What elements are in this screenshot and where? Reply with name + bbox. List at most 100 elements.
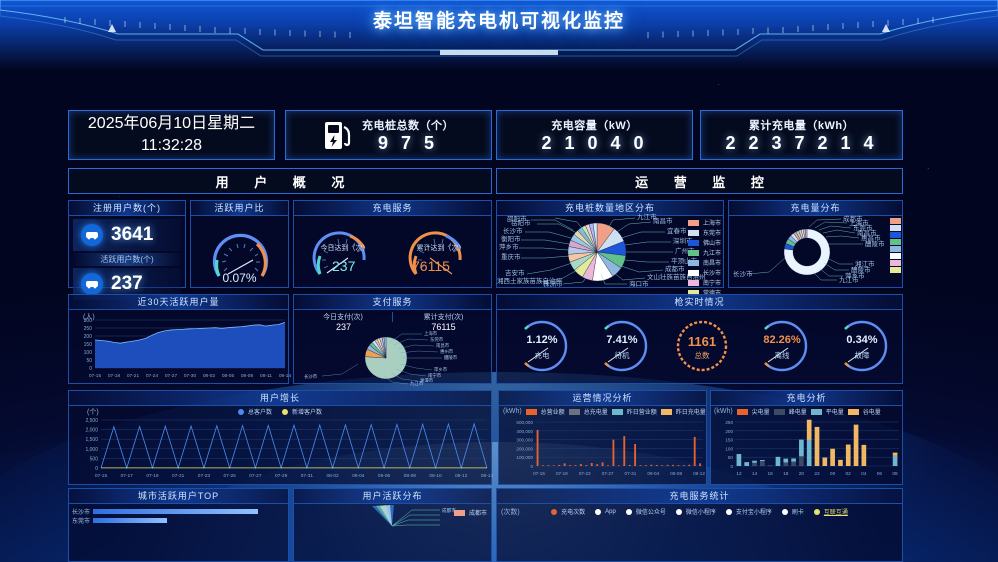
svg-text:南昌市: 南昌市 [857,228,877,237]
svg-text:08-12: 08-12 [693,471,705,476]
callout-label: 成都市 [442,507,456,514]
user-active-dist-chart: 成都市 [372,505,456,527]
svg-text:07-21: 07-21 [172,473,185,479]
svg-text:150: 150 [84,342,93,348]
panel-energy-region-title: 充电量分布 [729,201,902,216]
legend-label: 微信公众号 [635,510,666,516]
svg-text:岳阳市: 岳阳市 [511,218,531,227]
svg-text:50: 50 [728,455,734,460]
active-users-value: 237 [111,273,143,294]
gun-gauge-total: 1161 总数 [663,314,741,380]
gun-gauge-fault: 0.34% 故障 [823,314,901,380]
panel-operation-analysis: 运营情况分析 (kWh) 总营业额 总充电量 昨日营业额 昨日充电量 0 100,… [498,390,707,485]
legend-label: 南昌市 [702,261,721,267]
car-icon [81,224,103,246]
legend-label: 支付宝小程序 [735,510,772,516]
svg-text:08-14: 08-14 [481,473,494,479]
svg-text:吉安市: 吉安市 [505,268,525,277]
legend-label: 佛山市 [702,241,721,247]
legend-label: 充电次数 [561,510,586,516]
svg-text:100,000: 100,000 [516,455,533,460]
current-time: 11:32:28 [140,137,203,154]
y-axis-unit: (kWh) [503,408,522,415]
legend-label: 总充电量 [583,410,608,416]
svg-text:2,500: 2,500 [85,418,98,424]
charging-pile-icon [325,122,351,149]
panel-pay-service: 支付服务 今日支付(次) 237 累计支付(次) 76115 上海市 东莞市 南昌市… [293,294,492,387]
pile-region-legend: 上海市 东莞市 佛山市 九江市 南昌市 长沙市 南宁市 常德市 [687,218,721,297]
charge-service-today-value: 237 [332,258,356,274]
legend-label: 长沙市 [702,271,721,277]
svg-text:08-12: 08-12 [455,473,468,479]
panel-charge-analysis: 充电分析 (kWh) 尖电量 峰电量 平电量 谷电量 0 50 100 150 200 2… [710,390,903,485]
svg-text:300: 300 [84,318,93,324]
svg-text:07-24: 07-24 [146,373,159,379]
pay-today-value: 237 [335,322,352,332]
charge-analysis-bar-chart: 0 50 100 150 200 250 12 14 16 18 20 22 00 02 04 06 08 [725,419,899,477]
svg-text:萍乡市: 萍乡市 [499,242,519,251]
kpi-total-energy-value: 2 2 3 7 2 1 4 [725,132,878,153]
svg-text:250: 250 [84,326,93,332]
svg-text:长沙市: 长沙市 [304,373,318,380]
svg-text:250: 250 [725,420,733,425]
panel-user-counts: 注册用户数(个) 3641 活跃用户数(个) 237 [68,200,186,300]
page-title: 泰坦智能充电机可视化监控 [372,11,625,32]
panel-city-top-title: 城市活跃用户TOP [69,489,288,504]
svg-text:0: 0 [95,466,98,472]
svg-text:07-30: 07-30 [184,373,197,379]
svg-text:成都市: 成都市 [843,214,863,223]
svg-text:08-10: 08-10 [429,473,442,479]
legend-label: 微信小程序 [685,510,716,516]
kpi-pile-total-label: 充电桩总数（个） [362,119,454,132]
car-icon [81,273,103,295]
kpi-total-energy-label: 累计充电量（kWh） [748,119,855,132]
svg-text:九江市: 九江市 [839,275,859,284]
svg-text:长沙市: 长沙市 [503,226,523,235]
section-user-overview: 用 户 概 况 [68,168,492,194]
svg-text:16: 16 [768,471,774,477]
gun-gauge-label: 总数 [694,351,710,360]
svg-text:0: 0 [730,464,733,469]
svg-text:07-15: 07-15 [95,473,108,479]
svg-text:100: 100 [725,446,733,451]
svg-text:08-14: 08-14 [279,373,292,379]
svg-text:2,000: 2,000 [85,428,98,434]
svg-text:平顶山市: 平顶山市 [671,256,698,265]
panel-user-counts-title: 注册用户数(个) [69,201,185,216]
gun-gauge-label: 离线 [774,351,790,360]
gun-gauge-value: 0.34% [846,334,878,346]
svg-text:九江市: 九江市 [410,380,424,387]
gun-gauge-label: 故障 [854,351,870,360]
svg-text:08-04: 08-04 [647,471,659,476]
svg-text:惠州市: 惠州市 [440,348,454,355]
svg-text:12: 12 [736,471,742,477]
header-frame [0,0,998,62]
svg-text:200,000: 200,000 [516,446,533,451]
panel-charge-service: 充电服务 [293,200,492,288]
city-top-bar-label: 长沙市 [72,510,91,516]
panel-pile-region: 充电桩数量地区分布 岳阳市 邵阳市 长沙市 衡阳市 萍乡市 重庆市 吉安市 湘西土家族苗… [496,200,724,297]
svg-text:文山壮族苗族自治州: 文山壮族苗族自治州 [647,272,706,281]
legend-label: 互联互通 [823,510,848,516]
svg-text:07-19: 07-19 [146,473,159,479]
svg-text:08-08: 08-08 [670,471,682,476]
panel-user-growth-title: 用户增长 [69,391,491,406]
legend-label: 新增客户数 [292,410,323,416]
svg-text:东莞市: 东莞市 [853,223,873,232]
gun-gauge-value: 7.41% [606,334,638,346]
active-ratio-gauge [212,233,269,277]
svg-text:07-18: 07-18 [108,373,121,379]
svg-text:08-02: 08-02 [326,473,339,479]
panel-charge-analysis-title: 充电分析 [711,391,902,406]
kpi-capacity: 充电容量（kW） 2 1 0 4 0 [496,110,693,160]
svg-text:07-23: 07-23 [579,471,591,476]
svg-text:500,000: 500,000 [516,420,533,425]
gun-gauge-charging: 1.12% 充电 [503,314,581,380]
svg-text:08-05: 08-05 [222,373,235,379]
svg-text:00: 00 [830,471,836,477]
svg-text:20: 20 [799,471,805,477]
kpi-pile-total: 充电桩总数（个） 9 7 5 [285,110,492,160]
svg-text:成都市: 成都市 [665,264,685,273]
legend-label: 昨日营业额 [626,410,657,416]
svg-text:湘潭市: 湘潭市 [420,377,434,384]
